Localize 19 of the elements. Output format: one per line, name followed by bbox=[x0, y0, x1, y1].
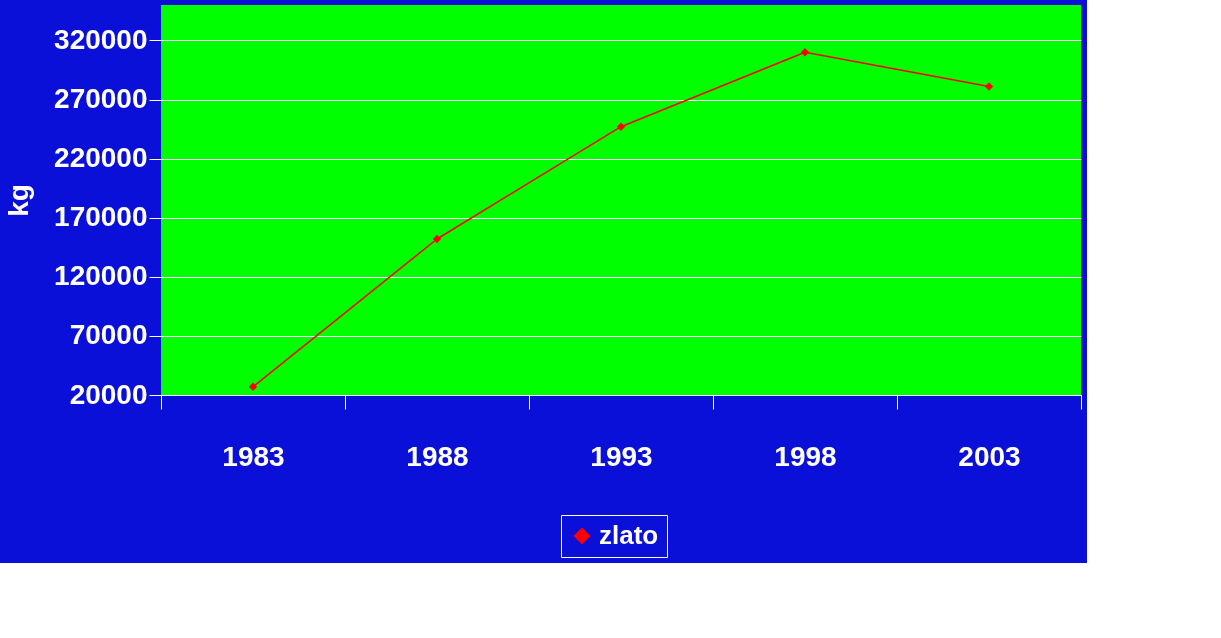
y-tick-label: 270000 bbox=[54, 83, 148, 115]
point bbox=[616, 122, 626, 131]
point bbox=[984, 82, 994, 91]
y-tick-label: 320000 bbox=[54, 23, 148, 55]
y-tick-label: 70000 bbox=[69, 319, 148, 351]
legend-label: zlato bbox=[599, 520, 659, 550]
y-tick-label: 120000 bbox=[54, 260, 148, 292]
x-tick-label: 1983 bbox=[222, 440, 285, 472]
x-tick-label: 1993 bbox=[590, 440, 653, 472]
y-axis-title: kg bbox=[3, 184, 35, 217]
y-tick-label: 220000 bbox=[54, 142, 148, 174]
x-tick-label: 1998 bbox=[774, 440, 837, 472]
x-tick-label: 2003 bbox=[958, 440, 1021, 472]
point bbox=[248, 382, 258, 391]
point bbox=[432, 234, 442, 244]
y-tick-label: 170000 bbox=[54, 201, 148, 233]
point bbox=[800, 48, 810, 57]
y-tick-label: 20000 bbox=[69, 378, 148, 410]
x-tick-label: 1988 bbox=[406, 440, 469, 472]
